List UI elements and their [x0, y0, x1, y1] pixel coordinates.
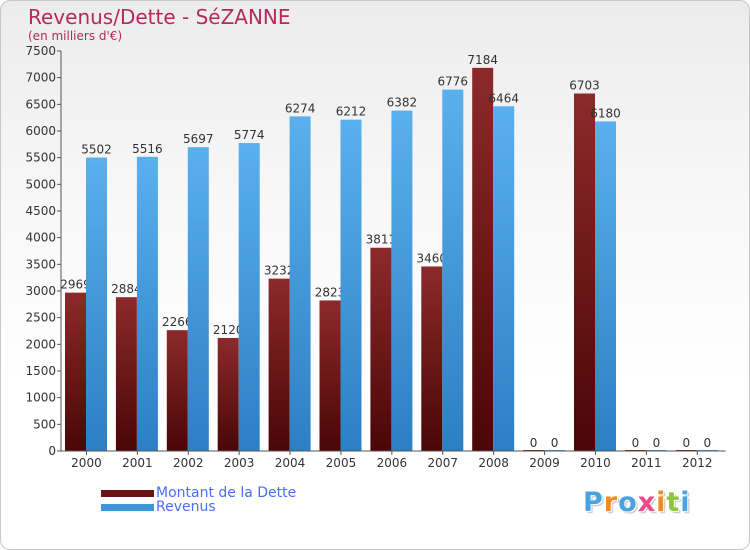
legend-swatch-revenus — [101, 504, 154, 511]
value-label-dette-2001: 2884 — [111, 282, 142, 296]
value-label-revenus-2004: 6274 — [285, 101, 316, 115]
y-tick-label: 4000 — [25, 231, 56, 245]
value-label-revenus-2009: 0 — [551, 436, 559, 450]
y-tick-label: 1500 — [25, 364, 56, 378]
value-label-dette-2010: 6703 — [569, 79, 600, 93]
y-tick-label: 6500 — [25, 97, 56, 111]
x-tick-label: 2001 — [122, 456, 153, 470]
value-label-revenus-2011: 0 — [653, 436, 661, 450]
bar-dette-2008 — [472, 67, 494, 451]
x-tick-label: 2009 — [529, 456, 560, 470]
bar-revenus-2000 — [86, 157, 107, 451]
logo-letter: P — [583, 487, 604, 518]
x-tick-label: 2000 — [71, 456, 102, 470]
bar-dette-2005 — [319, 300, 341, 451]
logo-letter: t — [666, 487, 681, 518]
x-tick-label: 2006 — [377, 456, 408, 470]
bar-revenus-2006 — [391, 110, 413, 452]
y-axis: 0 500 1000 1500 2000 2500 3000 3500 4000 4500 5000… — [25, 44, 62, 458]
y-tick-label: 500 — [33, 417, 56, 431]
bar-revenus-2001 — [136, 156, 158, 451]
y-tick-label: 4500 — [25, 204, 56, 218]
value-label-revenus-2007: 6776 — [438, 75, 469, 89]
y-tick-label: 7500 — [25, 44, 56, 58]
x-tick-label: 2011 — [631, 456, 662, 470]
bar-revenus-2002 — [187, 147, 209, 451]
value-label-dette-2011: 0 — [632, 436, 640, 450]
value-label-dette-2000: 2969 — [60, 278, 91, 292]
bar-dette-2010 — [574, 93, 595, 452]
chart-title: Revenus/Dette - SéZANNE — [28, 5, 291, 29]
y-tick-label: 6000 — [25, 124, 56, 138]
x-tick-label: 2008 — [478, 456, 509, 470]
proxiti-logo: Proxiti — [583, 487, 691, 518]
bar-dette-2000 — [65, 292, 86, 451]
y-tick-label: 5500 — [25, 151, 56, 165]
value-label-dette-2007: 3460 — [417, 251, 448, 265]
x-tick-label: 2007 — [427, 456, 458, 470]
logo-letter: o — [618, 487, 638, 518]
bar-dette-2007 — [421, 266, 443, 451]
value-label-dette-2012: 0 — [682, 436, 690, 450]
chart-subtitle: (en milliers d'€) — [28, 29, 123, 43]
value-label-dette-2006: 3811 — [366, 233, 397, 247]
value-label-dette-2009: 0 — [530, 436, 538, 450]
y-tick-label: 7000 — [25, 71, 56, 85]
y-tick-label: 3500 — [25, 257, 56, 271]
value-label-revenus-2002: 5697 — [183, 132, 214, 146]
value-label-dette-2008: 7184 — [467, 53, 498, 67]
legend-label-dette: Montant de la Dette — [156, 485, 297, 501]
legend-label-revenus: Revenus — [156, 499, 216, 515]
value-label-revenus-2012: 0 — [703, 436, 711, 450]
value-label-revenus-2001: 5516 — [132, 142, 163, 156]
value-label-revenus-2003: 5774 — [234, 128, 265, 142]
value-label-dette-2002: 2266 — [162, 315, 193, 329]
logo-letter: i — [656, 487, 667, 518]
bar-revenus-2008 — [493, 106, 515, 452]
legend-swatch-dette — [101, 490, 154, 497]
x-tick-label: 2010 — [580, 456, 611, 470]
y-tick-label: 3000 — [25, 284, 56, 298]
bar-revenus-2004 — [289, 116, 311, 452]
value-label-revenus-2006: 6382 — [387, 96, 418, 110]
logo-letter: i — [680, 487, 691, 518]
x-tick-label: 2003 — [224, 456, 255, 470]
logo-letter: r — [603, 487, 619, 518]
bar-dette-2004 — [268, 278, 290, 451]
x-tick-label: 2002 — [173, 456, 204, 470]
value-label-dette-2004: 3232 — [264, 264, 295, 278]
bar-dette-2006 — [370, 247, 392, 451]
bar-revenus-2003 — [238, 143, 260, 451]
value-label-dette-2005: 2823 — [315, 285, 346, 299]
bar-revenus-2007 — [442, 89, 464, 451]
bar-dette-2003 — [217, 337, 239, 451]
value-label-dette-2003: 2120 — [213, 323, 244, 337]
y-tick-label: 0 — [48, 444, 56, 458]
y-tick-label: 1000 — [25, 391, 56, 405]
logo-letter: x — [637, 487, 657, 518]
y-tick-label: 2500 — [25, 311, 56, 325]
x-axis: 2000 2001 2002 2003 2004 2005 2006 2007 2008 2009… — [61, 450, 726, 470]
bar-dette-2002 — [166, 330, 188, 451]
y-tick-label: 5000 — [25, 177, 56, 191]
bar-revenus-2005 — [340, 119, 362, 452]
value-label-revenus-2005: 6212 — [336, 105, 367, 119]
value-label-revenus-2000: 5502 — [81, 143, 112, 157]
bar-revenus-2010 — [595, 121, 616, 452]
x-tick-label: 2005 — [326, 456, 357, 470]
value-label-revenus-2010: 6180 — [590, 106, 621, 120]
value-label-revenus-2008: 6464 — [488, 91, 519, 105]
bars-group: 2969 5502 2884 5516 2266 5697 2120 5774 3232 6274… — [60, 53, 718, 452]
y-tick-label: 2000 — [25, 337, 56, 351]
x-tick-label: 2004 — [275, 456, 306, 470]
bar-dette-2001 — [115, 297, 137, 451]
x-tick-label: 2012 — [682, 456, 713, 470]
